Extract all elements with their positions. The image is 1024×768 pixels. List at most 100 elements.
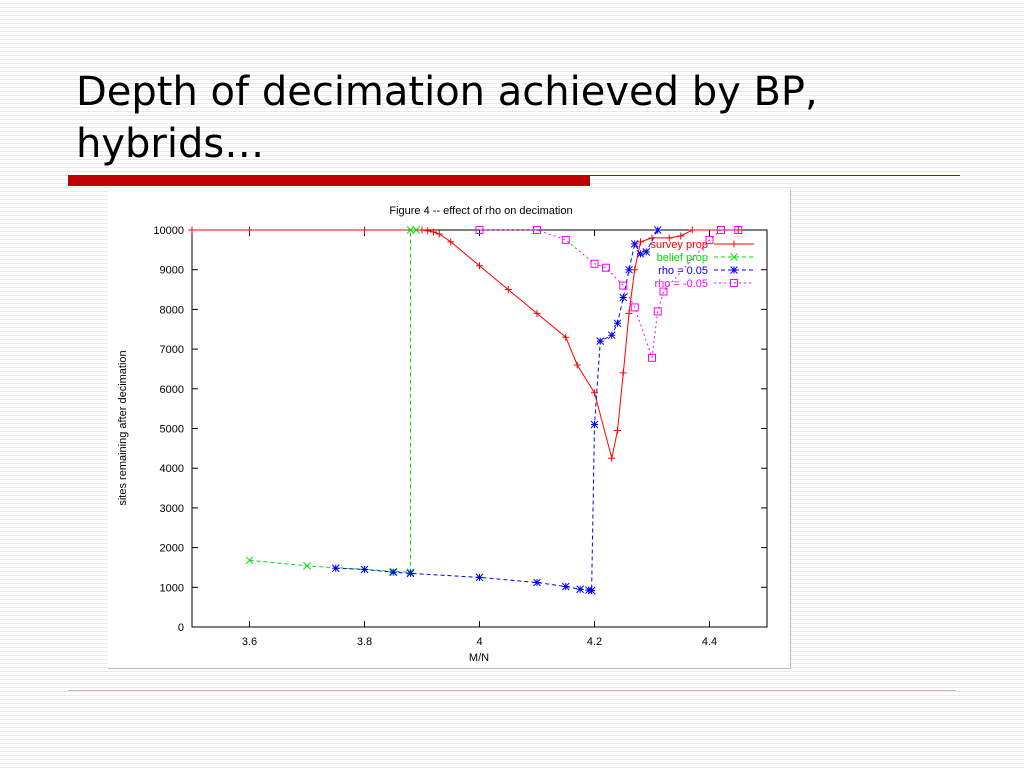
data-point-marker: [705, 235, 714, 244]
title-accent-line: [590, 175, 960, 176]
data-point-marker: [730, 279, 738, 287]
legend-label: rho = 0.05: [658, 265, 708, 277]
data-point-marker: [573, 361, 581, 369]
data-point-marker: [504, 286, 512, 294]
y-axis-label: sites remaining after decimation: [117, 350, 129, 505]
data-point-marker: [614, 426, 621, 434]
data-point-marker: [730, 253, 738, 261]
x-tick-label: 4.4: [702, 636, 717, 648]
data-point-marker: [602, 263, 610, 272]
data-point-marker: [659, 287, 668, 296]
data-point-marker: [625, 265, 633, 274]
data-point-marker: [653, 307, 662, 316]
legend-label: rho = -0.05: [654, 278, 708, 290]
y-tick-label: 10000: [153, 225, 184, 237]
data-point-marker: [533, 226, 541, 234]
chart-frame: Figure 4 -- effect of rho on decimation …: [108, 190, 791, 669]
series-line: [335, 229, 659, 592]
data-point-marker: [331, 564, 340, 573]
data-point-marker: [430, 228, 437, 236]
data-point-marker: [665, 234, 673, 242]
data-point-marker: [587, 586, 596, 595]
series-rho-0-05: [331, 226, 662, 595]
x-tick-label: 3.6: [242, 636, 257, 648]
slide-title: Depth of decimation achieved by BP, hybr…: [76, 66, 956, 170]
y-tick-label: 5000: [160, 424, 184, 436]
data-point-marker: [412, 226, 421, 234]
y-tick-label: 8000: [160, 304, 184, 316]
data-point-marker: [475, 573, 484, 582]
data-point-marker: [406, 569, 415, 578]
chart-title: Figure 4 -- effect of rho on decimation: [389, 205, 572, 217]
data-point-marker: [406, 226, 415, 234]
data-point-marker: [636, 249, 645, 258]
data-point-marker: [418, 226, 426, 234]
data-point-marker: [730, 240, 738, 248]
data-point-marker: [389, 568, 398, 577]
data-point-marker: [561, 582, 570, 591]
y-tick-label: 3000: [160, 503, 184, 515]
x-tick-label: 4: [476, 636, 482, 648]
data-point-marker: [188, 226, 196, 234]
slide-title-line-1: Depth of decimation achieved by BP,: [76, 69, 818, 115]
data-point-marker: [475, 226, 484, 234]
slide-title-line-2: hybrids…: [76, 121, 265, 167]
x-tick-label: 3.8: [357, 636, 372, 648]
y-tick-label: 1000: [160, 582, 184, 594]
data-point-marker: [561, 235, 570, 244]
data-point-marker: [630, 240, 639, 248]
data-point-marker: [619, 281, 628, 290]
data-point-marker: [688, 226, 696, 234]
legend-label: belief prop: [657, 252, 708, 264]
data-point-marker: [730, 266, 738, 274]
series-survey-prop: [188, 226, 742, 462]
data-point-marker: [245, 556, 254, 565]
y-tick-label: 4000: [160, 463, 184, 475]
data-point-marker: [734, 226, 743, 234]
data-point-marker: [576, 585, 584, 594]
series-rho-0-05: [475, 226, 743, 362]
data-point-marker: [630, 303, 639, 312]
y-tick-label: 0: [178, 622, 184, 634]
data-point-marker: [642, 247, 651, 256]
data-point-marker: [625, 309, 633, 317]
data-point-marker: [607, 331, 616, 340]
series-line: [249, 229, 417, 573]
series-belief-prop: [245, 226, 421, 577]
data-point-marker: [590, 420, 599, 429]
data-point-marker: [653, 226, 662, 234]
data-point-marker: [619, 293, 628, 302]
data-point-marker: [447, 238, 455, 246]
y-tick-label: 6000: [160, 384, 184, 396]
data-point-marker: [596, 337, 605, 346]
data-point-marker: [590, 259, 599, 268]
data-point-marker: [648, 353, 656, 362]
y-tick-label: 7000: [160, 344, 184, 356]
data-point-marker: [591, 389, 598, 397]
data-point-marker: [360, 565, 369, 574]
data-point-marker: [424, 227, 432, 235]
data-point-marker: [303, 562, 311, 570]
data-point-marker: [608, 454, 616, 462]
title-accent-bar: [68, 175, 590, 186]
y-tick-label: 2000: [160, 543, 184, 555]
data-point-marker: [361, 226, 368, 234]
data-point-marker: [435, 230, 443, 238]
data-point-marker: [613, 319, 622, 328]
series-layer: [188, 226, 743, 595]
series-line: [192, 229, 739, 459]
data-point-marker: [637, 238, 644, 246]
data-point-marker: [533, 309, 541, 317]
x-tick-label: 4.2: [587, 636, 602, 648]
axes: 0 1000 2000 3000 4000 5000 6000 7000 8000 9000 100…: [153, 225, 767, 648]
series-line: [479, 229, 739, 358]
data-point-marker: [246, 226, 253, 234]
data-point-marker: [476, 262, 483, 270]
y-tick-label: 9000: [160, 265, 184, 277]
data-point-marker: [533, 578, 541, 587]
bottom-rule: [68, 690, 956, 691]
data-point-marker: [717, 226, 725, 234]
legend-label: survey prop: [651, 239, 708, 251]
data-point-marker: [562, 333, 570, 341]
